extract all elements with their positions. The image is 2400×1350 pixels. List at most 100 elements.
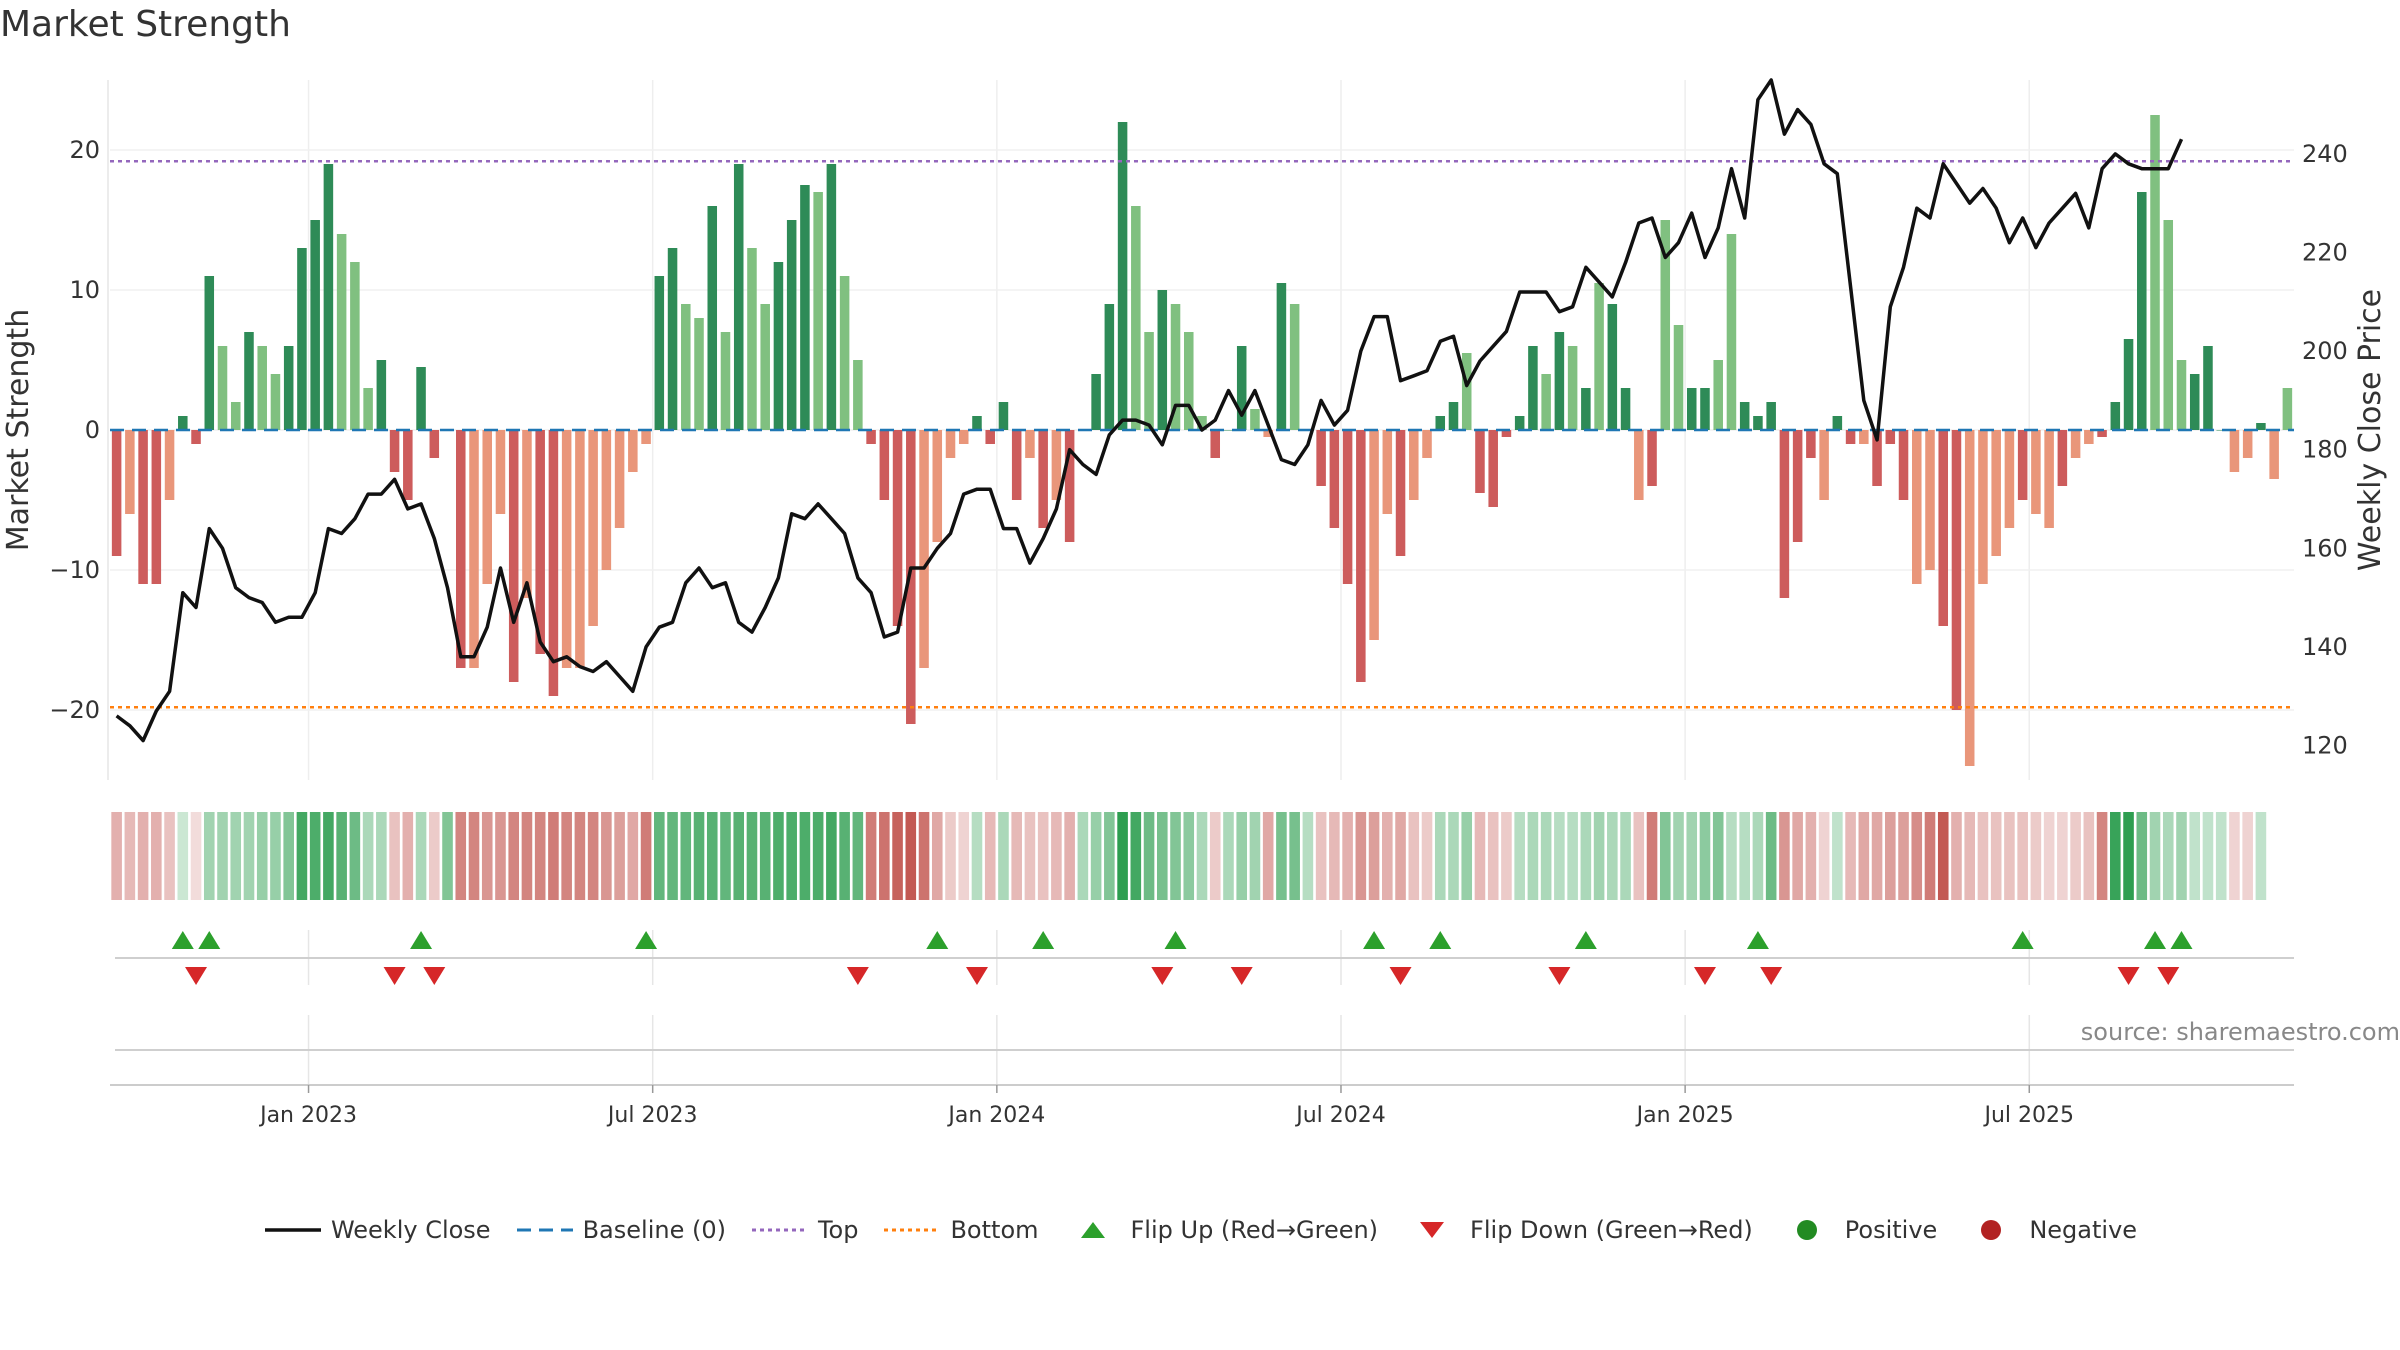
strength-bar <box>151 430 162 584</box>
heatmap-cell <box>667 812 678 900</box>
heatmap-cell <box>455 812 467 900</box>
heatmap-cell <box>1368 812 1380 900</box>
heatmap-cell <box>151 812 162 900</box>
strength-bar <box>283 346 294 430</box>
strength-bar <box>1157 290 1168 430</box>
strength-bar <box>548 430 559 696</box>
strength-bar <box>2229 430 2240 472</box>
strength-bar <box>217 346 228 430</box>
flip-down-marker <box>1389 967 1412 985</box>
strength-bar <box>1395 430 1406 556</box>
heatmap-cell <box>1540 812 1552 900</box>
strength-bar <box>667 248 678 430</box>
strength-bar <box>323 164 334 430</box>
heatmap-cell <box>905 812 917 900</box>
strength-bar <box>178 416 188 430</box>
strength-bar <box>2163 220 2174 430</box>
strength-bar <box>1316 430 1326 486</box>
strength-bar <box>985 430 995 444</box>
heatmap-cell <box>1487 812 1499 900</box>
heatmap-cell <box>1752 812 1764 900</box>
heatmap-cell <box>2202 812 2214 900</box>
flip-down-marker <box>1693 967 1716 985</box>
strength-bar <box>2123 339 2134 430</box>
strength-bar <box>2269 430 2279 479</box>
strength-bar <box>813 192 823 430</box>
strength-bar <box>469 430 479 668</box>
strength-bar <box>1872 430 1882 486</box>
heatmap-cell <box>601 812 612 900</box>
strength-bar <box>1567 346 1578 430</box>
flip-down-marker <box>965 967 988 985</box>
legend-item-flip-down: Flip Down (Green→Red) <box>1402 1215 1753 1244</box>
strength-bar <box>2282 388 2293 430</box>
strength-bar <box>628 430 638 472</box>
heatmap-cell <box>1276 812 1287 900</box>
flip-up-marker <box>1746 931 1769 949</box>
strength-bar <box>614 430 625 528</box>
heatmap-cell <box>786 812 797 900</box>
strength-bar <box>1753 416 1763 430</box>
heatmap-cell <box>799 812 811 900</box>
strength-bar <box>681 304 691 430</box>
flip-up-marker <box>410 931 433 949</box>
heatmap-cell <box>2043 812 2055 900</box>
strength-bar <box>1131 206 1141 430</box>
strength-bar <box>575 430 585 668</box>
heatmap-cell <box>984 812 996 900</box>
flip-down-marker <box>1548 967 1571 985</box>
strength-bar <box>892 430 903 626</box>
strength-bar <box>654 276 665 430</box>
heatmap-cell <box>627 812 639 900</box>
heatmap-cell <box>1209 812 1221 900</box>
heatmap-cell <box>2030 812 2042 900</box>
heatmap-cell <box>865 812 877 900</box>
strength-bar <box>1554 332 1565 430</box>
heatmap-cell <box>376 812 387 900</box>
heatmap-cell <box>680 812 692 900</box>
strength-bar <box>1845 430 1856 444</box>
heatmap-cell <box>111 812 122 900</box>
heatmap-cell <box>1818 812 1830 900</box>
heatmap-cell <box>1434 812 1446 900</box>
strength-bar <box>429 430 440 458</box>
heatmap-cell <box>1236 812 1248 900</box>
legend-label: Weekly Close <box>330 1215 491 1244</box>
strength-bar <box>1514 416 1525 430</box>
strength-bar <box>1104 304 1115 430</box>
y2-tick-label: 240 <box>2302 140 2348 168</box>
y-tick-label: −10 <box>49 556 100 584</box>
flip-up-marker <box>1363 931 1386 949</box>
strength-bar <box>1448 402 1459 430</box>
heatmap-cell <box>1130 812 1142 900</box>
weekly-close-layer <box>115 78 2184 743</box>
legend-swatch <box>1420 1221 1445 1238</box>
y2-tick-label: 160 <box>2302 534 2348 562</box>
strength-bar <box>879 430 890 500</box>
heatmap-cell <box>614 812 625 900</box>
strength-bar <box>1885 430 1896 444</box>
heatmap-cell <box>2096 812 2108 900</box>
heatmap-cell <box>1884 812 1896 900</box>
strength-bar <box>601 430 612 570</box>
heatmap-cell <box>826 812 837 900</box>
heatmap-cell <box>931 812 943 900</box>
heatmap-cell <box>587 812 599 900</box>
strength-bar <box>1581 388 1591 430</box>
flip-up-marker <box>2170 931 2193 949</box>
heatmap-cell <box>1964 812 1976 900</box>
flip-down-marker <box>185 967 208 985</box>
strength-bar <box>1250 409 1260 430</box>
legend-item-bottom: Bottom <box>882 1215 1039 1244</box>
chart-legend: Weekly Close Baseline (0) Top Bottom Flip Up… <box>0 1214 2400 1244</box>
strength-bar <box>1475 430 1485 493</box>
strength-bar <box>1144 332 1154 430</box>
heatmap-cell <box>2057 812 2068 900</box>
heatmap-cell <box>534 812 546 900</box>
strength-bar <box>1991 430 2001 556</box>
y-tick-label: −20 <box>49 696 100 724</box>
heatmap-cell <box>1739 812 1750 900</box>
strength-bar <box>1686 388 1697 430</box>
strength-bar <box>1925 430 1935 570</box>
heatmap-cell <box>1633 812 1645 900</box>
